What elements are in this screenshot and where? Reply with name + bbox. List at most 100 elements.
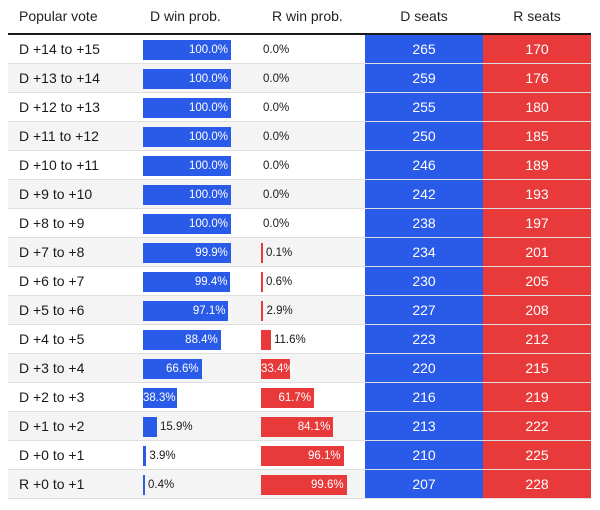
r-win-prob-label: 2.9% xyxy=(266,305,293,317)
d-seats-cell: 220 xyxy=(365,354,483,383)
table-row: D +9 to +10 100.0% 0.0% 242 193 xyxy=(8,180,591,209)
d-win-prob-bar xyxy=(143,243,231,263)
d-win-prob-bar xyxy=(143,417,157,437)
r-win-prob-label: 0.0% xyxy=(263,131,290,143)
popular-vote-cell: D +4 to +5 xyxy=(19,331,85,347)
r-seats-cell: 208 xyxy=(483,296,591,325)
r-seats-cell: 197 xyxy=(483,209,591,238)
r-win-prob-label: 33.4% xyxy=(261,363,294,375)
r-win-prob-bar xyxy=(261,417,334,437)
d-seats-cell: 234 xyxy=(365,238,483,267)
popular-vote-cell: D +9 to +10 xyxy=(19,186,93,202)
popular-vote-cell: D +2 to +3 xyxy=(19,389,85,405)
d-seats-cell: 230 xyxy=(365,267,483,296)
d-win-prob-bar xyxy=(143,156,231,176)
table-row: D +5 to +6 97.1% 2.9% 227 208 xyxy=(8,296,591,325)
r-seats-cell: 201 xyxy=(483,238,591,267)
table-row: D +14 to +15 100.0% 0.0% 265 170 xyxy=(8,35,591,64)
d-win-prob-bar xyxy=(143,127,231,147)
r-win-prob-bar xyxy=(261,272,263,292)
header-d-win-prob: D win prob. xyxy=(150,8,221,24)
popular-vote-cell: D +5 to +6 xyxy=(19,302,85,318)
table-row: D +12 to +13 100.0% 0.0% 255 180 xyxy=(8,93,591,122)
r-win-prob-label: 0.6% xyxy=(266,276,293,288)
row-divider xyxy=(8,353,591,354)
d-win-prob-label: 99.9% xyxy=(195,247,228,259)
r-win-prob-label: 0.0% xyxy=(263,189,290,201)
table-row: D +1 to +2 15.9% 84.1% 213 222 xyxy=(8,412,591,441)
r-win-prob-bar xyxy=(261,301,264,321)
d-seats-cell: 255 xyxy=(365,93,483,122)
table-row: D +2 to +3 38.3% 61.7% 216 219 xyxy=(8,383,591,412)
row-divider xyxy=(8,295,591,296)
d-seats-cell: 213 xyxy=(365,412,483,441)
r-win-prob-bar xyxy=(261,243,263,263)
r-win-prob-label: 84.1% xyxy=(297,421,331,433)
header-rule xyxy=(8,33,591,35)
row-divider xyxy=(8,179,591,180)
table-row: D +6 to +7 99.4% 0.6% 230 205 xyxy=(8,267,591,296)
d-seats-cell: 207 xyxy=(365,470,483,499)
popular-vote-cell: D +13 to +14 xyxy=(19,70,100,86)
row-divider xyxy=(8,440,591,441)
d-win-prob-bar xyxy=(143,388,177,408)
r-seats-cell: 228 xyxy=(483,470,591,499)
popular-vote-cell: D +3 to +4 xyxy=(19,360,85,376)
row-divider xyxy=(8,469,591,470)
d-win-prob-label: 97.1% xyxy=(192,305,226,317)
d-seats-cell: 238 xyxy=(365,209,483,238)
r-win-prob-label: 99.6% xyxy=(311,479,344,491)
d-win-prob-label: 0.4% xyxy=(148,479,175,491)
row-divider xyxy=(8,324,591,325)
popular-vote-cell: D +1 to +2 xyxy=(19,418,85,434)
d-win-prob-bar xyxy=(143,40,231,60)
d-win-prob-label: 100.0% xyxy=(188,73,228,85)
row-divider xyxy=(8,266,591,267)
r-win-prob-label: 0.0% xyxy=(263,218,290,230)
r-win-prob-label: 0.1% xyxy=(266,247,293,259)
r-seats-cell: 225 xyxy=(483,441,591,470)
d-seats-cell: 259 xyxy=(365,64,483,93)
d-win-prob-label: 100.0% xyxy=(188,102,228,114)
d-seats-cell: 246 xyxy=(365,151,483,180)
popular-vote-cell: R +0 to +1 xyxy=(19,476,85,492)
r-win-prob-label: 0.0% xyxy=(263,102,290,114)
d-win-prob-label: 100.0% xyxy=(188,160,228,172)
r-win-prob-label: 96.1% xyxy=(308,450,341,462)
popular-vote-cell: D +7 to +8 xyxy=(19,244,85,260)
r-win-prob-label: 61.7% xyxy=(278,392,312,404)
table-row: D +0 to +1 3.9% 96.1% 210 225 xyxy=(8,441,591,470)
popular-vote-cell: D +10 to +11 xyxy=(19,157,99,173)
table-row: D +13 to +14 100.0% 0.0% 259 176 xyxy=(8,64,591,93)
d-win-prob-label: 15.9% xyxy=(159,421,193,433)
d-win-prob-bar xyxy=(143,69,231,89)
table-row: D +3 to +4 66.6% 33.4% 220 215 xyxy=(8,354,591,383)
r-seats-cell: 222 xyxy=(483,412,591,441)
d-win-prob-bar xyxy=(143,446,147,466)
popular-vote-cell: D +11 to +12 xyxy=(19,128,99,144)
header-r-seats: R seats xyxy=(513,8,561,24)
row-divider xyxy=(8,121,591,122)
d-win-prob-bar xyxy=(143,272,231,292)
row-divider xyxy=(8,92,591,93)
r-win-prob-label: 11.6% xyxy=(273,334,306,346)
d-win-prob-label: 66.6% xyxy=(165,363,199,375)
r-win-prob-bar xyxy=(261,446,344,466)
table-row: D +11 to +12 100.0% 0.0% 250 185 xyxy=(8,122,591,151)
d-win-prob-label: 88.4% xyxy=(185,334,218,346)
r-seats-cell: 193 xyxy=(483,180,591,209)
d-seats-cell: 250 xyxy=(365,122,483,151)
r-seats-cell: 170 xyxy=(483,35,591,64)
header-r-win-prob: R win prob. xyxy=(272,8,343,24)
d-seats-cell: 227 xyxy=(365,296,483,325)
header-d-seats: D seats xyxy=(400,8,448,24)
popular-vote-cell: D +6 to +7 xyxy=(19,273,85,289)
r-win-prob-bar xyxy=(261,330,271,350)
popular-vote-cell: D +8 to +9 xyxy=(19,215,85,231)
row-divider xyxy=(8,63,591,64)
d-win-prob-bar xyxy=(143,301,229,321)
table-row: D +4 to +5 88.4% 11.6% 223 212 xyxy=(8,325,591,354)
d-seats-cell: 242 xyxy=(365,180,483,209)
d-win-prob-label: 100.0% xyxy=(188,44,228,56)
